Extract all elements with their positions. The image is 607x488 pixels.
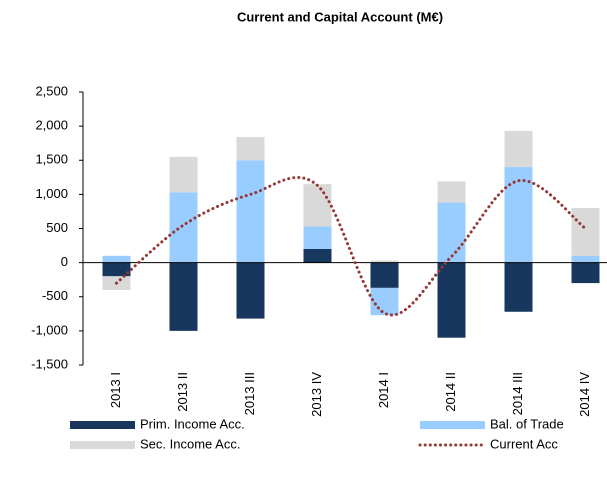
bar <box>504 130 533 168</box>
y-tick-label: 2,500 <box>35 83 68 98</box>
y-tick-label: 500 <box>46 220 68 235</box>
bar <box>571 208 600 256</box>
x-tick-label: 2014 IV <box>577 372 592 417</box>
bar <box>437 202 466 263</box>
y-tick-label: -500 <box>42 288 68 303</box>
x-tick-label: 2013 IV <box>309 372 324 417</box>
bar <box>102 262 131 277</box>
bar <box>303 226 332 249</box>
bar <box>370 260 399 263</box>
y-tick-label: 1,500 <box>35 152 68 167</box>
legend-label: Prim. Income Acc. <box>140 416 245 431</box>
line <box>115 175 587 317</box>
bar <box>504 167 533 263</box>
bar <box>236 160 265 263</box>
bar <box>571 255 600 263</box>
legend-label: Bal. of Trade <box>490 416 564 431</box>
legend-swatch <box>420 421 485 429</box>
x-tick-label: 2014 I <box>376 372 391 408</box>
x-tick-label: 2014 III <box>510 372 525 415</box>
bar <box>504 262 533 312</box>
y-tick-label: -1,500 <box>31 356 68 371</box>
y-tick-label: -1,000 <box>31 322 68 337</box>
x-tick-label: 2014 II <box>443 372 458 412</box>
bar <box>169 262 198 331</box>
bar <box>303 184 332 227</box>
bar <box>437 262 466 338</box>
bar <box>236 262 265 319</box>
bar <box>303 248 332 263</box>
y-tick-label: 0 <box>61 254 68 269</box>
legend-swatch <box>70 421 135 429</box>
bar <box>571 262 600 284</box>
x-tick-label: 2013 II <box>175 372 190 412</box>
bar <box>169 156 198 193</box>
bar <box>236 137 265 161</box>
x-tick-label: 2013 III <box>242 372 257 415</box>
legend-label: Sec. Income Acc. <box>140 436 240 451</box>
x-tick-label: 2013 I <box>108 372 123 408</box>
chart-title: Current and Capital Account (M€) <box>237 9 443 24</box>
y-tick-label: 1,000 <box>35 186 68 201</box>
bar <box>437 181 466 203</box>
y-tick-label: 2,000 <box>35 118 68 133</box>
bar <box>169 192 198 263</box>
legend-label: Current Acc <box>490 436 558 451</box>
legend-swatch <box>70 441 135 449</box>
bar <box>102 255 131 263</box>
bar <box>370 287 399 316</box>
bar <box>370 262 399 288</box>
